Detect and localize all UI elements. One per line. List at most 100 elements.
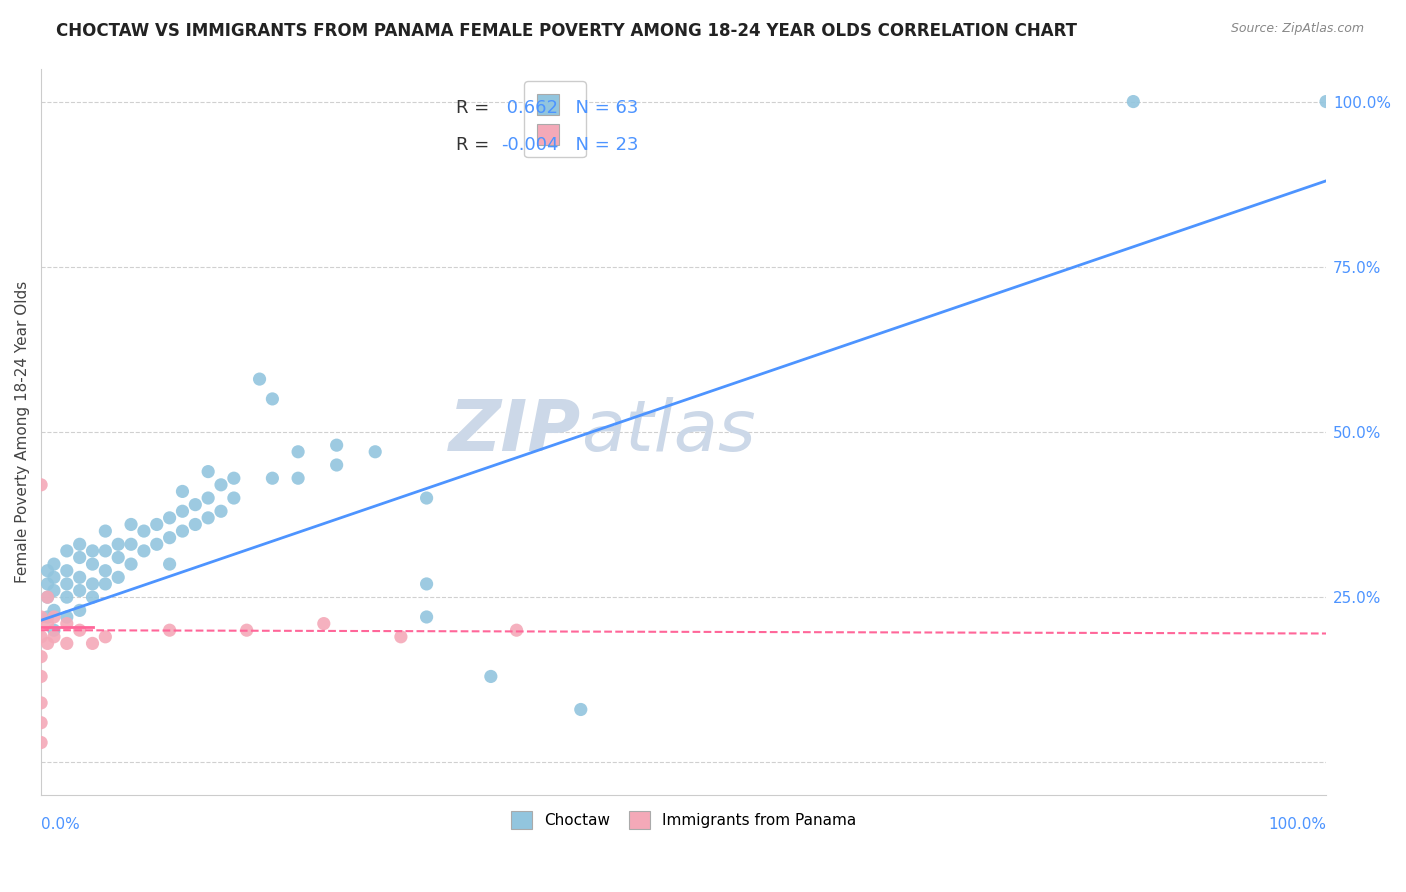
Point	[197, 491, 219, 505]
Text: Source: ZipAtlas.com: Source: ZipAtlas.com	[1230, 22, 1364, 36]
Point	[1315, 95, 1337, 109]
Text: N = 63: N = 63	[564, 100, 638, 118]
Point	[56, 590, 79, 604]
Point	[56, 577, 79, 591]
Point	[37, 610, 59, 624]
Point	[235, 623, 257, 637]
Point	[94, 544, 117, 558]
Point	[159, 623, 181, 637]
Point	[69, 537, 91, 551]
Point	[69, 570, 91, 584]
Point	[37, 590, 59, 604]
Point	[249, 372, 271, 386]
Point	[325, 438, 347, 452]
Point	[120, 557, 142, 571]
Text: CHOCTAW VS IMMIGRANTS FROM PANAMA FEMALE POVERTY AMONG 18-24 YEAR OLDS CORRELATI: CHOCTAW VS IMMIGRANTS FROM PANAMA FEMALE…	[56, 22, 1077, 40]
Text: 0.0%: 0.0%	[41, 817, 80, 832]
Point	[42, 583, 65, 598]
Point	[30, 630, 52, 644]
Point	[37, 564, 59, 578]
Point	[42, 603, 65, 617]
Point	[56, 616, 79, 631]
Point	[42, 610, 65, 624]
Point	[69, 603, 91, 617]
Point	[30, 735, 52, 749]
Point	[1122, 95, 1144, 109]
Point	[159, 531, 181, 545]
Text: atlas: atlas	[581, 398, 755, 467]
Point	[82, 577, 104, 591]
Text: R =: R =	[456, 100, 495, 118]
Point	[82, 544, 104, 558]
Point	[56, 564, 79, 578]
Point	[82, 636, 104, 650]
Point	[325, 458, 347, 472]
Point	[159, 557, 181, 571]
Point	[30, 669, 52, 683]
Point	[107, 537, 129, 551]
Text: R =: R =	[456, 136, 495, 153]
Point	[37, 577, 59, 591]
Point	[172, 484, 194, 499]
Point	[132, 524, 155, 538]
Point	[42, 557, 65, 571]
Point	[172, 524, 194, 538]
Point	[120, 537, 142, 551]
Point	[145, 537, 167, 551]
Point	[569, 702, 592, 716]
Point	[69, 623, 91, 637]
Point	[56, 610, 79, 624]
Point	[222, 471, 245, 485]
Point	[312, 616, 335, 631]
Point	[94, 564, 117, 578]
Point	[415, 491, 437, 505]
Point	[30, 715, 52, 730]
Point	[262, 471, 284, 485]
Text: 0.662: 0.662	[501, 100, 558, 118]
Point	[37, 616, 59, 631]
Point	[132, 544, 155, 558]
Point	[69, 583, 91, 598]
Point	[505, 623, 527, 637]
Y-axis label: Female Poverty Among 18-24 Year Olds: Female Poverty Among 18-24 Year Olds	[15, 281, 30, 583]
Point	[37, 590, 59, 604]
Point	[389, 630, 412, 644]
Point	[222, 491, 245, 505]
Point	[479, 669, 502, 683]
Point	[415, 610, 437, 624]
Point	[42, 630, 65, 644]
Point	[56, 636, 79, 650]
Point	[184, 517, 207, 532]
Point	[30, 649, 52, 664]
Point	[94, 630, 117, 644]
Text: ZIP: ZIP	[449, 398, 581, 467]
Point	[159, 511, 181, 525]
Text: N = 23: N = 23	[564, 136, 638, 153]
Text: -0.004: -0.004	[501, 136, 558, 153]
Point	[209, 504, 232, 518]
Point	[120, 517, 142, 532]
Point	[42, 623, 65, 637]
Point	[197, 511, 219, 525]
Point	[287, 444, 309, 458]
Point	[94, 577, 117, 591]
Point	[287, 471, 309, 485]
Point	[82, 557, 104, 571]
Point	[30, 696, 52, 710]
Point	[262, 392, 284, 406]
Point	[107, 570, 129, 584]
Point	[82, 590, 104, 604]
Point	[37, 636, 59, 650]
Point	[209, 478, 232, 492]
Point	[184, 498, 207, 512]
Text: 100.0%: 100.0%	[1268, 817, 1326, 832]
Point	[107, 550, 129, 565]
Point	[69, 550, 91, 565]
Point	[415, 577, 437, 591]
Point	[172, 504, 194, 518]
Point	[364, 444, 387, 458]
Point	[197, 465, 219, 479]
Point	[30, 478, 52, 492]
Legend: Choctaw, Immigrants from Panama: Choctaw, Immigrants from Panama	[505, 805, 863, 835]
Point	[42, 570, 65, 584]
